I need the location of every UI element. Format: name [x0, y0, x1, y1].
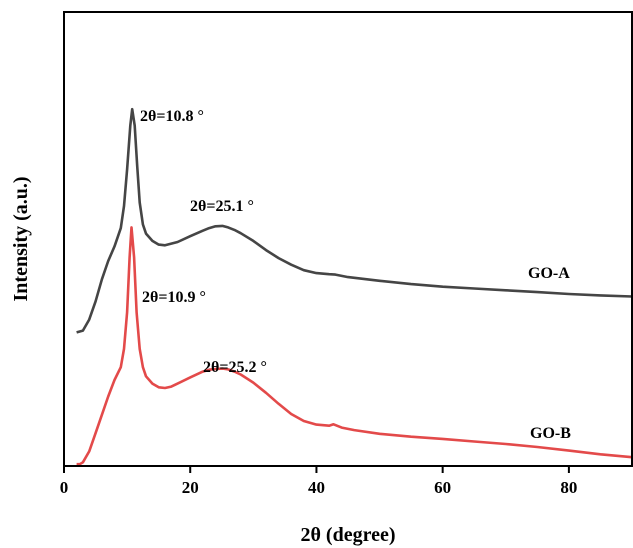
plot-lines [76, 107, 633, 466]
x-axis-title: 2θ (degree) [300, 524, 395, 546]
series-label-go-b: GO-B [530, 425, 571, 442]
peak-annotation: 2θ=25.1 ° [190, 198, 254, 215]
peak-annotations: 2θ=10.8 ° 2θ=25.1 ° 2θ=10.9 ° 2θ=25.2 ° [140, 108, 267, 376]
peak-annotation: 2θ=25.2 ° [203, 359, 267, 376]
x-tick-label: 40 [308, 478, 325, 497]
x-tick-label: 0 [60, 478, 69, 497]
x-axis-ticks: 0 20 40 60 80 [60, 466, 577, 497]
series-label-go-a: GO-A [528, 265, 570, 282]
series-labels: GO-A GO-B [528, 265, 571, 442]
series-line-go-b [76, 226, 633, 466]
peak-annotation: 2θ=10.8 ° [140, 108, 204, 125]
x-tick-label: 20 [182, 478, 199, 497]
peak-annotation: 2θ=10.9 ° [142, 289, 206, 306]
plot-frame [63, 11, 633, 467]
series-line-go-a [76, 107, 633, 334]
x-tick-label: 80 [560, 478, 577, 497]
y-axis-title: Intensity (a.u.) [10, 176, 32, 301]
x-tick-label: 60 [434, 478, 451, 497]
